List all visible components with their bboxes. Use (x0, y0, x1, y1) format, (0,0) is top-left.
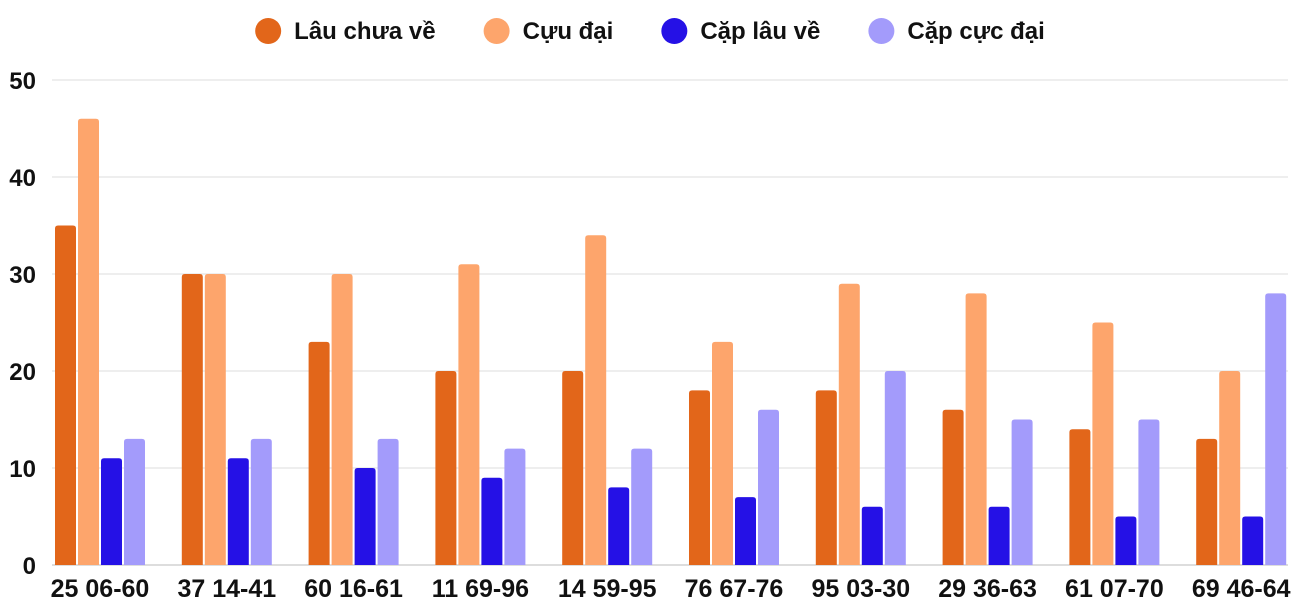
x-category-label: 69 46-64 (1192, 575, 1291, 600)
bar-8-2 (1115, 516, 1137, 565)
bar-group (308, 274, 399, 565)
y-axis-ticks: 0 10 20 30 40 50 (9, 68, 36, 580)
bar-group (435, 264, 526, 565)
x-category-label: 61 07-70 (1065, 575, 1164, 600)
bar-6-0 (815, 390, 837, 565)
legend-marker-1 (483, 18, 510, 44)
bar-5-0 (689, 390, 710, 565)
bar-2-0 (308, 341, 330, 565)
x-category-label: 76 67-76 (685, 575, 784, 600)
bar-group (181, 274, 272, 565)
y-tick-label: 50 (9, 68, 36, 95)
x-category-label: 60 16-61 (304, 575, 403, 600)
x-axis-labels: 25 06-60 37 14-41 60 16-61 11 69-96 14 59-95… (51, 575, 1291, 603)
bar-group (1196, 293, 1287, 565)
bar-group (815, 283, 906, 565)
bar-1-3 (250, 438, 272, 565)
x-category-label: 29 36-63 (938, 575, 1037, 600)
legend-marker-0 (255, 18, 282, 44)
bar-7-3 (1011, 419, 1033, 565)
bar-2-1 (331, 274, 353, 565)
bar-0-3 (124, 438, 145, 565)
legend-marker-2 (661, 18, 688, 44)
bar-0-1 (78, 118, 99, 566)
bar-group (55, 118, 145, 566)
bar-5-3 (758, 409, 779, 565)
bar-7-0 (942, 409, 964, 565)
bar-1-2 (227, 458, 249, 565)
bars (55, 118, 1287, 566)
x-category-label: 11 69-96 (432, 575, 529, 600)
bar-3-2 (481, 477, 503, 565)
bar-2-3 (377, 438, 399, 565)
x-category-label: 14 59-95 (558, 575, 657, 600)
bar-5-2 (735, 497, 756, 565)
bar-3-3 (504, 448, 526, 565)
bar-0-2 (101, 458, 122, 565)
bar-group (1069, 322, 1160, 565)
bar-2-2 (354, 468, 376, 565)
bar-6-1 (838, 283, 860, 565)
bar-9-3 (1265, 293, 1287, 565)
bar-7-1 (965, 293, 987, 565)
bar-6-2 (861, 506, 883, 565)
bar-0-0 (55, 225, 76, 565)
legend: Lâu chưa về Cựu đại Cặp lâu về Cặp cực đại (255, 18, 1045, 45)
bar-4-2 (608, 487, 630, 565)
bar-4-0 (562, 371, 584, 565)
x-category-label: 95 03-30 (811, 575, 910, 600)
bar-5-1 (712, 341, 733, 565)
y-tick-label: 20 (9, 359, 36, 386)
bar-group (689, 341, 779, 565)
y-tick-label: 30 (9, 262, 36, 289)
bar-9-2 (1242, 516, 1264, 565)
bar-7-2 (988, 506, 1010, 565)
x-category-label: 25 06-60 (51, 575, 150, 600)
y-tick-label: 10 (9, 456, 36, 483)
bar-1-1 (204, 274, 226, 565)
legend-label: Cặp lâu về (700, 18, 820, 45)
x-category-label: 37 14-41 (177, 575, 276, 600)
bar-8-1 (1092, 322, 1114, 565)
bar-group (942, 293, 1033, 565)
bar-9-1 (1219, 371, 1241, 565)
bar-1-0 (181, 274, 203, 565)
bar-3-0 (435, 371, 457, 565)
legend-label: Cựu đại (523, 18, 614, 45)
bar-8-3 (1138, 419, 1160, 565)
bar-4-3 (631, 448, 653, 565)
bar-4-1 (585, 235, 607, 565)
legend-label: Cặp cực đại (907, 18, 1044, 45)
y-tick-label: 40 (9, 165, 36, 192)
bar-6-3 (884, 371, 906, 565)
bar-group (562, 235, 653, 565)
legend-label: Lâu chưa về (294, 18, 435, 45)
y-tick-label: 0 (23, 553, 36, 580)
bar-9-0 (1196, 438, 1218, 565)
bar-3-1 (458, 264, 480, 565)
legend-marker-3 (868, 18, 895, 44)
bar-8-0 (1069, 429, 1091, 565)
